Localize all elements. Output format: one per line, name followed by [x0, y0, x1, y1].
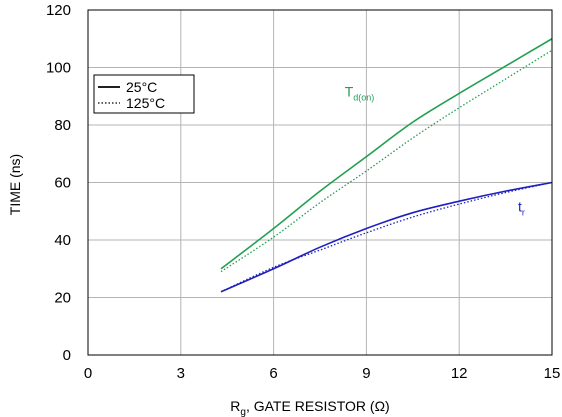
y-tick-label: 40	[54, 232, 71, 249]
series-layer	[220, 38, 553, 293]
y-tick-label: 120	[46, 2, 71, 19]
series-line-2	[220, 181, 553, 293]
x-axis-title-sub: g	[240, 407, 246, 417]
series-annotation-main: T	[345, 83, 354, 99]
x-axis-title: Rg, GATE RESISTOR (Ω)	[230, 398, 389, 417]
y-tick-label: 0	[63, 347, 71, 364]
legend-label-1: 125°C	[126, 95, 165, 111]
series-line-1	[220, 49, 553, 273]
series-annotation-sub: r	[522, 207, 525, 217]
legend-label-0: 25°C	[126, 79, 157, 95]
tick-labels: 0 3 6 9 12 15 0 20 40 60 80 100 120	[46, 2, 560, 382]
series-annotation-0: Td(on)	[345, 83, 375, 102]
x-tick-label: 12	[451, 365, 468, 382]
x-tick-label: 15	[544, 365, 561, 382]
x-tick-label: 3	[177, 365, 185, 382]
y-tick-label: 100	[46, 60, 71, 77]
series-line-3	[220, 181, 553, 293]
x-tick-label: 0	[84, 365, 92, 382]
y-tick-label: 20	[54, 290, 71, 307]
x-tick-label: 9	[362, 365, 370, 382]
x-tick-label: 6	[269, 365, 277, 382]
series-annotation-1: tr	[518, 198, 525, 217]
plot-frame	[87, 9, 553, 356]
series-line-0	[220, 38, 553, 270]
y-axis-title: TIME (ns)	[7, 154, 23, 215]
axis-titles: Rg, GATE RESISTOR (Ω) TIME (ns)	[7, 154, 390, 417]
legend-box	[93, 74, 195, 114]
series-annotation-main: t	[518, 198, 522, 214]
y-tick-label: 60	[54, 175, 71, 192]
y-tick-label: 80	[54, 117, 71, 134]
series-annotations: Td(on) tr	[345, 83, 525, 217]
x-axis-title-rest: , GATE RESISTOR (Ω)	[246, 398, 390, 414]
series-annotation-sub: d(on)	[353, 92, 374, 102]
x-axis-title-main: R	[230, 398, 240, 414]
